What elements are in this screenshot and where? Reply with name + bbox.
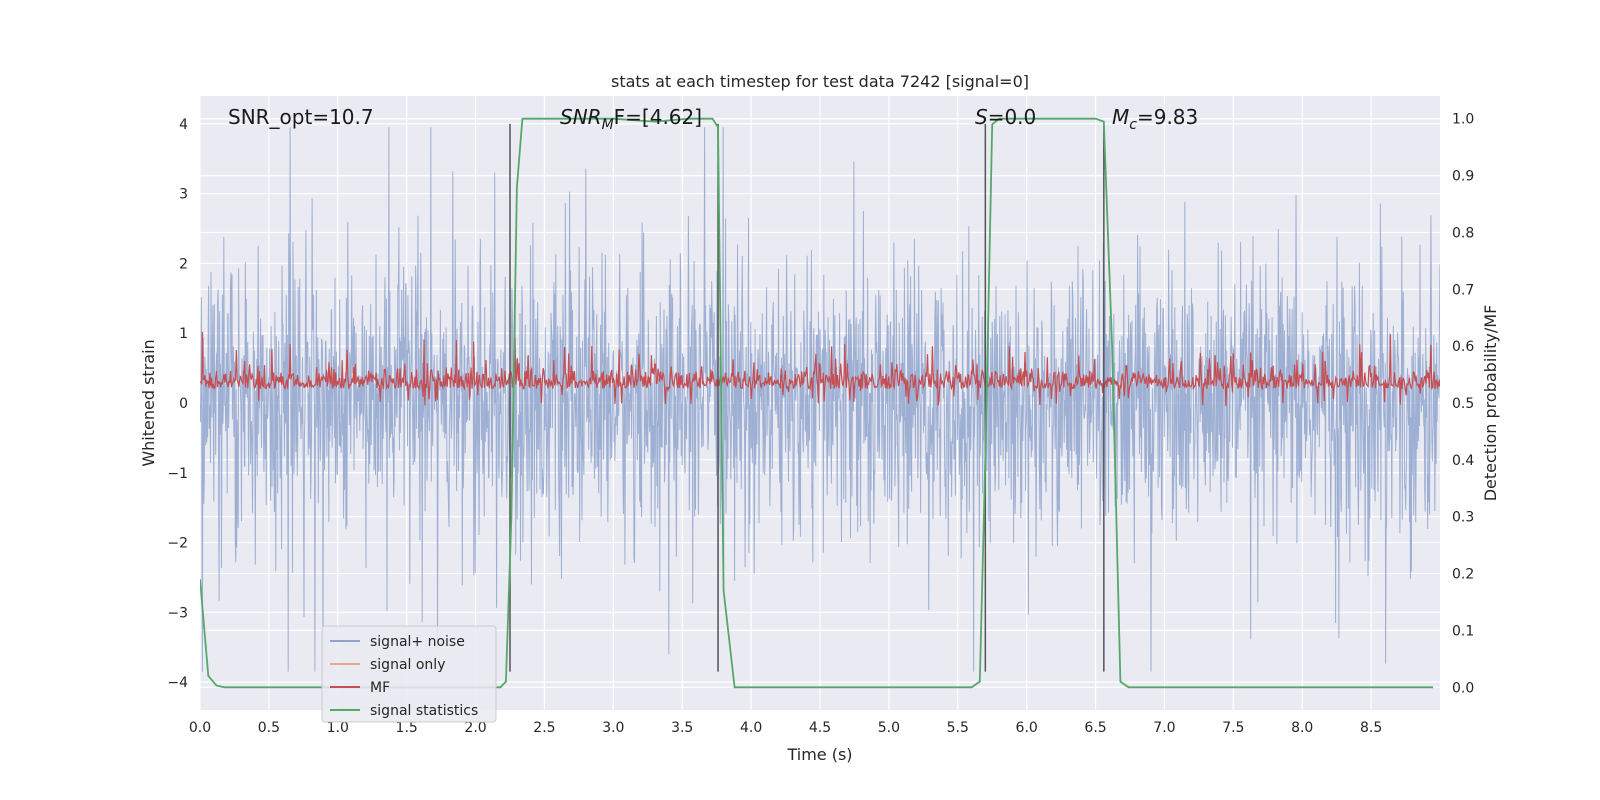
y-left-tick-label: −2 — [167, 536, 188, 552]
x-tick-label: 7.0 — [1153, 720, 1175, 736]
y-right-tick-label: 0.2 — [1452, 567, 1474, 583]
annotation-s-val: S=0.0 — [975, 105, 1036, 129]
x-tick-label: 0.0 — [189, 720, 211, 736]
x-tick-label: 0.5 — [258, 720, 280, 736]
legend-label-signal-statistics: signal statistics — [370, 703, 478, 719]
x-tick-label: 8.0 — [1291, 720, 1313, 736]
x-axis-ticks: 0.0 0.5 1.0 1.5 2.0 2.5 3.0 3.5 4.0 4.5 5.0 5.5 6.0 6… — [189, 720, 1382, 736]
x-tick-label: 5.5 — [947, 720, 969, 736]
annotation-snr-mf: SNRMF=[4.62] — [560, 105, 702, 133]
y-right-tick-label: 0.0 — [1452, 680, 1474, 696]
annotation-mc-val: Mc=9.83 — [1112, 105, 1198, 133]
x-tick-label: 7.5 — [1222, 720, 1244, 736]
y-left-tick-label: 1 — [179, 326, 188, 342]
y-right-tick-label: 0.4 — [1452, 453, 1474, 469]
legend-label-mf: MF — [370, 680, 390, 696]
annotation-snr-opt: SNR_opt=10.7 — [228, 105, 374, 129]
y-right-tick-label: 0.9 — [1452, 169, 1474, 185]
x-tick-label: 1.5 — [396, 720, 418, 736]
legend: signal+ noise signal only MF signal stat… — [321, 625, 497, 723]
legend-label-signal-noise: signal+ noise — [370, 634, 465, 650]
y-right-tick-label: 0.1 — [1452, 623, 1474, 639]
legend-box — [321, 625, 497, 723]
y-left-tick-label: 2 — [179, 256, 188, 272]
y-right-tick-label: 1.0 — [1452, 112, 1474, 128]
x-tick-label: 2.0 — [464, 720, 486, 736]
x-axis-label: Time (s) — [786, 745, 852, 764]
x-tick-label: 3.0 — [602, 720, 624, 736]
y-right-tick-label: 0.5 — [1452, 396, 1474, 412]
x-tick-label: 3.5 — [671, 720, 693, 736]
y-right-tick-label: 0.6 — [1452, 339, 1474, 355]
y-left-tick-label: 3 — [179, 187, 188, 203]
y-left-tick-label: −1 — [167, 466, 188, 482]
y-axis-right-label: Detection probability/MF — [1481, 305, 1500, 502]
x-tick-label: 6.5 — [1084, 720, 1106, 736]
y-left-tick-label: 0 — [179, 396, 188, 412]
x-tick-label: 1.0 — [327, 720, 349, 736]
x-tick-label: 2.5 — [533, 720, 555, 736]
legend-label-signal-only: signal only — [370, 657, 445, 673]
y-axis-right-ticks: 1.0 0.9 0.8 0.7 0.6 0.5 0.4 0.3 0.2 0.1 0.0 — [1452, 112, 1474, 697]
x-tick-label: 5.0 — [878, 720, 900, 736]
x-tick-label: 6.0 — [1016, 720, 1038, 736]
chart-title: stats at each timestep for test data 724… — [611, 72, 1029, 91]
y-axis-left-label: Whitened strain — [139, 339, 158, 466]
y-left-tick-label: −3 — [167, 605, 188, 621]
y-right-tick-label: 0.7 — [1452, 282, 1474, 298]
y-axis-left-ticks: 4 3 2 1 0 −1 −2 −3 −4 — [167, 117, 188, 691]
y-right-tick-label: 0.8 — [1452, 225, 1474, 241]
y-right-tick-label: 0.3 — [1452, 510, 1474, 526]
signal-statistics-series — [200, 117, 1434, 689]
x-tick-label: 4.5 — [809, 720, 831, 736]
x-tick-label: 4.0 — [740, 720, 762, 736]
mf-series — [200, 331, 1440, 406]
y-left-tick-label: −4 — [167, 675, 188, 691]
y-left-tick-label: 4 — [179, 117, 188, 133]
x-tick-label: 8.5 — [1360, 720, 1382, 736]
